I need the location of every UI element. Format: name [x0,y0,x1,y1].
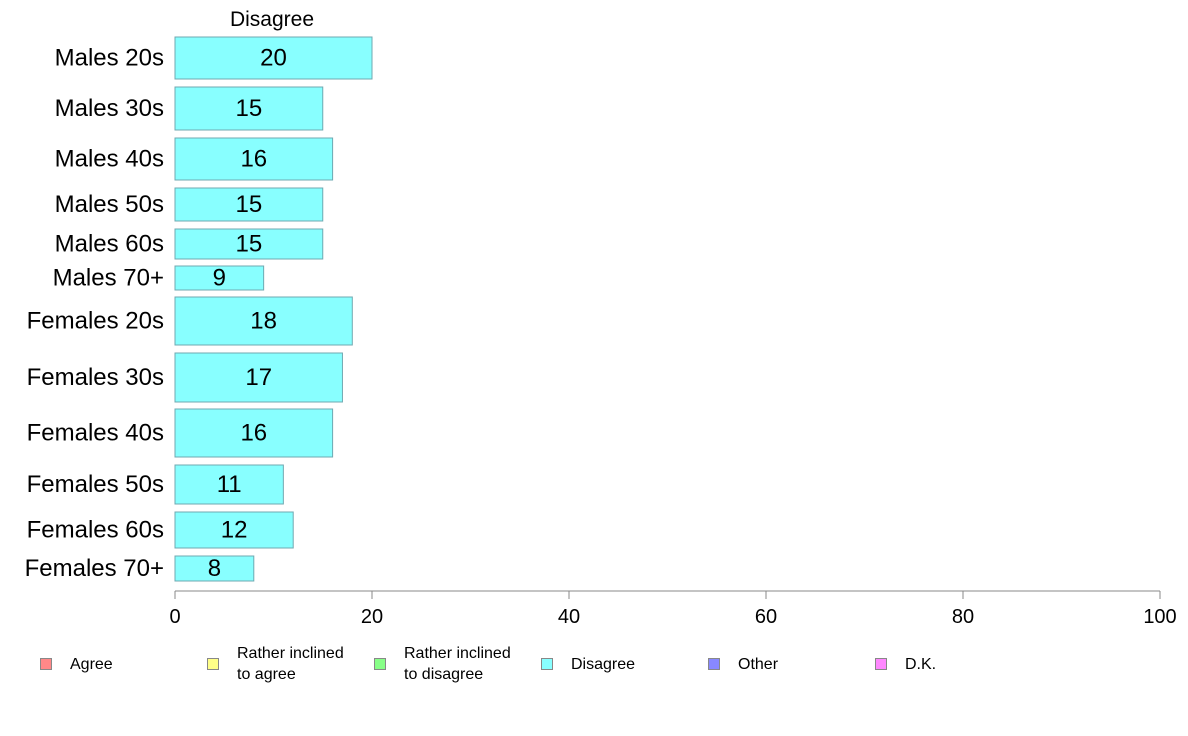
bar [174,408,334,458]
bar-value-label: 11 [217,471,242,498]
bar-chart: Disagree Males 20s 20 Males 30s 15 Males 40s… [25,8,1177,628]
bar-value-label: 20 [260,45,287,72]
legend-label: Other [738,655,779,673]
bars-group: Males 20s 20 Males 30s 15 Males 40s 16 Males 5… [25,36,373,582]
legend-swatch [708,658,720,670]
x-tick-label: 0 [169,606,180,628]
legend-label: Disagree [571,655,636,673]
bar-value-label: 18 [250,308,277,335]
x-tick-label: 40 [558,606,580,628]
category-label: Females 60s [27,517,164,544]
bar [174,555,255,582]
legend-label: Rather inclined to agree [237,645,344,683]
bar-value-label: 15 [236,95,263,122]
bar [174,352,343,403]
x-axis: 0 20 40 60 80 100 [169,590,1177,628]
legend-item: D.K. [875,640,936,688]
legend-item: Rather inclined to disagree [374,640,511,688]
category-label: Males 40s [55,146,164,173]
category-label: Females 20s [27,308,164,335]
legend-label: D.K. [905,655,937,673]
category-label: Females 70+ [25,555,164,582]
bar [174,187,324,222]
legend-item: Rather inclined to agree [207,640,344,688]
legend-label: Rather inclined to disagree [404,645,511,683]
category-label: Males 50s [55,191,164,218]
category-label: Females 50s [27,471,164,498]
bar [174,296,353,346]
bar-value-label: 16 [240,420,267,447]
legend-swatch [541,658,553,670]
bar-value-label: 17 [245,364,272,391]
category-label: Females 40s [27,420,164,447]
x-tick-label: 100 [1143,606,1176,628]
bar [174,137,334,181]
bar-value-label: 16 [240,146,267,173]
category-label: Males 20s [55,45,164,72]
legend-swatch [40,658,52,670]
category-label: Females 30s [27,364,164,391]
legend-swatch [207,658,219,670]
bar [174,265,265,291]
bar [174,511,294,549]
series-title: Disagree [230,8,314,31]
legend-swatch [374,658,386,670]
category-label: Males 30s [55,95,164,122]
bar-value-label: 9 [213,265,226,292]
bar-value-label: 12 [221,517,248,544]
bar [174,86,324,131]
legend-label: Agree [70,655,113,673]
category-label: Males 70+ [53,265,164,292]
legend-swatch [875,658,887,670]
x-tick-label: 60 [755,606,777,628]
legend-item: Agree [40,640,113,688]
bar-value-label: 8 [208,555,221,582]
bar [174,464,284,505]
x-tick-label: 80 [952,606,974,628]
bar-value-label: 15 [236,191,263,218]
bar [174,228,324,260]
bar [174,36,373,80]
legend-item: Disagree [541,640,635,688]
legend: Agree Rather inclined to agree Rather incl… [40,640,1140,690]
x-tick-label: 20 [361,606,383,628]
category-label: Males 60s [55,231,164,258]
bar-value-label: 15 [236,231,263,258]
legend-item: Other [708,640,778,688]
